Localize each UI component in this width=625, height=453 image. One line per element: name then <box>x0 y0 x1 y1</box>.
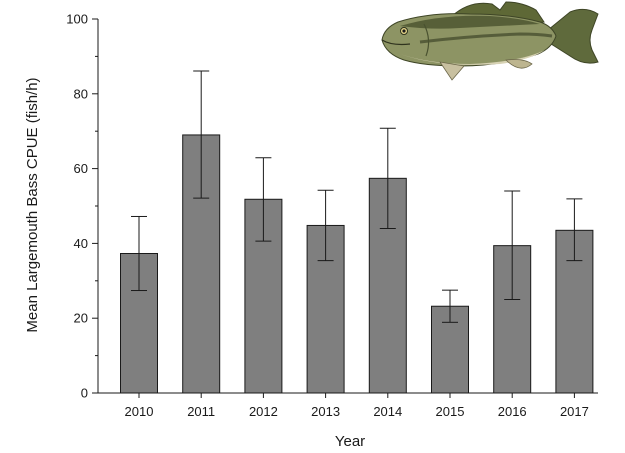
x-tick-label: 2017 <box>560 404 589 419</box>
error-bar-2010 <box>131 215 147 292</box>
largemouth-bass-image <box>381 1 599 81</box>
error-bar-2016 <box>504 190 521 300</box>
y-tick-label: 60 <box>74 161 88 176</box>
y-tick-label: 80 <box>74 86 88 101</box>
bars <box>120 134 594 394</box>
x-axis-title: Year <box>335 433 365 450</box>
tick-labels: 0 20 40 60 80 100 2010 2011 2012 2013 2014 2015 2016… <box>66 12 589 420</box>
y-tick-label: 40 <box>74 236 88 251</box>
error-bar-2013 <box>317 189 334 262</box>
x-tick-label: 2015 <box>436 404 465 419</box>
x-tick-label: 2012 <box>249 404 278 419</box>
x-tick-label: 2013 <box>311 404 340 419</box>
x-tick-label: 2016 <box>498 404 527 419</box>
error-bar-2012 <box>255 157 272 242</box>
y-tick-label: 20 <box>74 311 88 326</box>
x-tick-label: 2010 <box>125 404 154 419</box>
x-tick-label: 2014 <box>373 404 402 419</box>
y-tick-label: 0 <box>81 386 88 401</box>
y-axis-title: Mean Largemouth Bass CPUE (fish/h) <box>24 77 41 332</box>
y-tick-label: 100 <box>66 12 88 27</box>
error-bars <box>131 70 583 323</box>
bar-2010 <box>120 252 158 394</box>
error-bar-2014 <box>379 127 396 229</box>
error-bar-2015 <box>442 289 458 323</box>
x-tick-label: 2011 <box>187 404 215 419</box>
error-bar-2011 <box>193 70 210 199</box>
error-bar-2017 <box>566 198 583 262</box>
